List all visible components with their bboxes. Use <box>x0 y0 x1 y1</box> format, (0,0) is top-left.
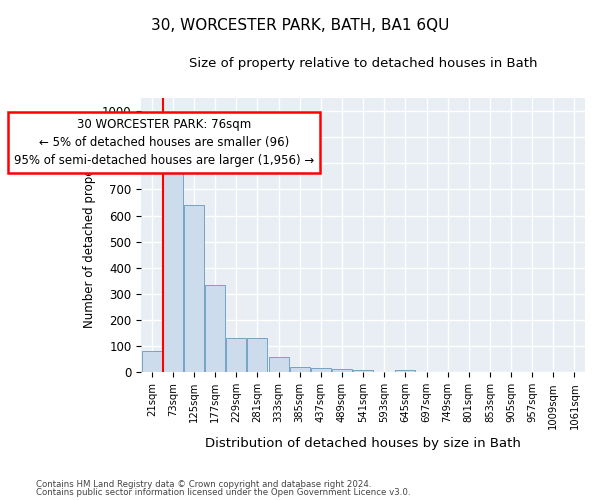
X-axis label: Distribution of detached houses by size in Bath: Distribution of detached houses by size … <box>205 437 521 450</box>
Bar <box>226 338 247 372</box>
Bar <box>247 338 268 372</box>
Text: 30 WORCESTER PARK: 76sqm
← 5% of detached houses are smaller (96)
95% of semi-de: 30 WORCESTER PARK: 76sqm ← 5% of detache… <box>14 118 314 166</box>
Bar <box>395 370 415 372</box>
Text: Contains public sector information licensed under the Open Government Licence v3: Contains public sector information licen… <box>36 488 410 497</box>
Bar <box>332 369 352 372</box>
Bar <box>142 350 162 372</box>
Y-axis label: Number of detached properties: Number of detached properties <box>83 142 97 328</box>
Text: 30, WORCESTER PARK, BATH, BA1 6QU: 30, WORCESTER PARK, BATH, BA1 6QU <box>151 18 449 32</box>
Bar <box>269 357 289 372</box>
Text: Contains HM Land Registry data © Crown copyright and database right 2024.: Contains HM Land Registry data © Crown c… <box>36 480 371 489</box>
Bar <box>311 368 331 372</box>
Bar <box>290 366 310 372</box>
Bar <box>205 286 225 372</box>
Title: Size of property relative to detached houses in Bath: Size of property relative to detached ho… <box>189 58 538 70</box>
Bar <box>353 370 373 372</box>
Bar <box>163 170 183 372</box>
Bar <box>184 205 204 372</box>
